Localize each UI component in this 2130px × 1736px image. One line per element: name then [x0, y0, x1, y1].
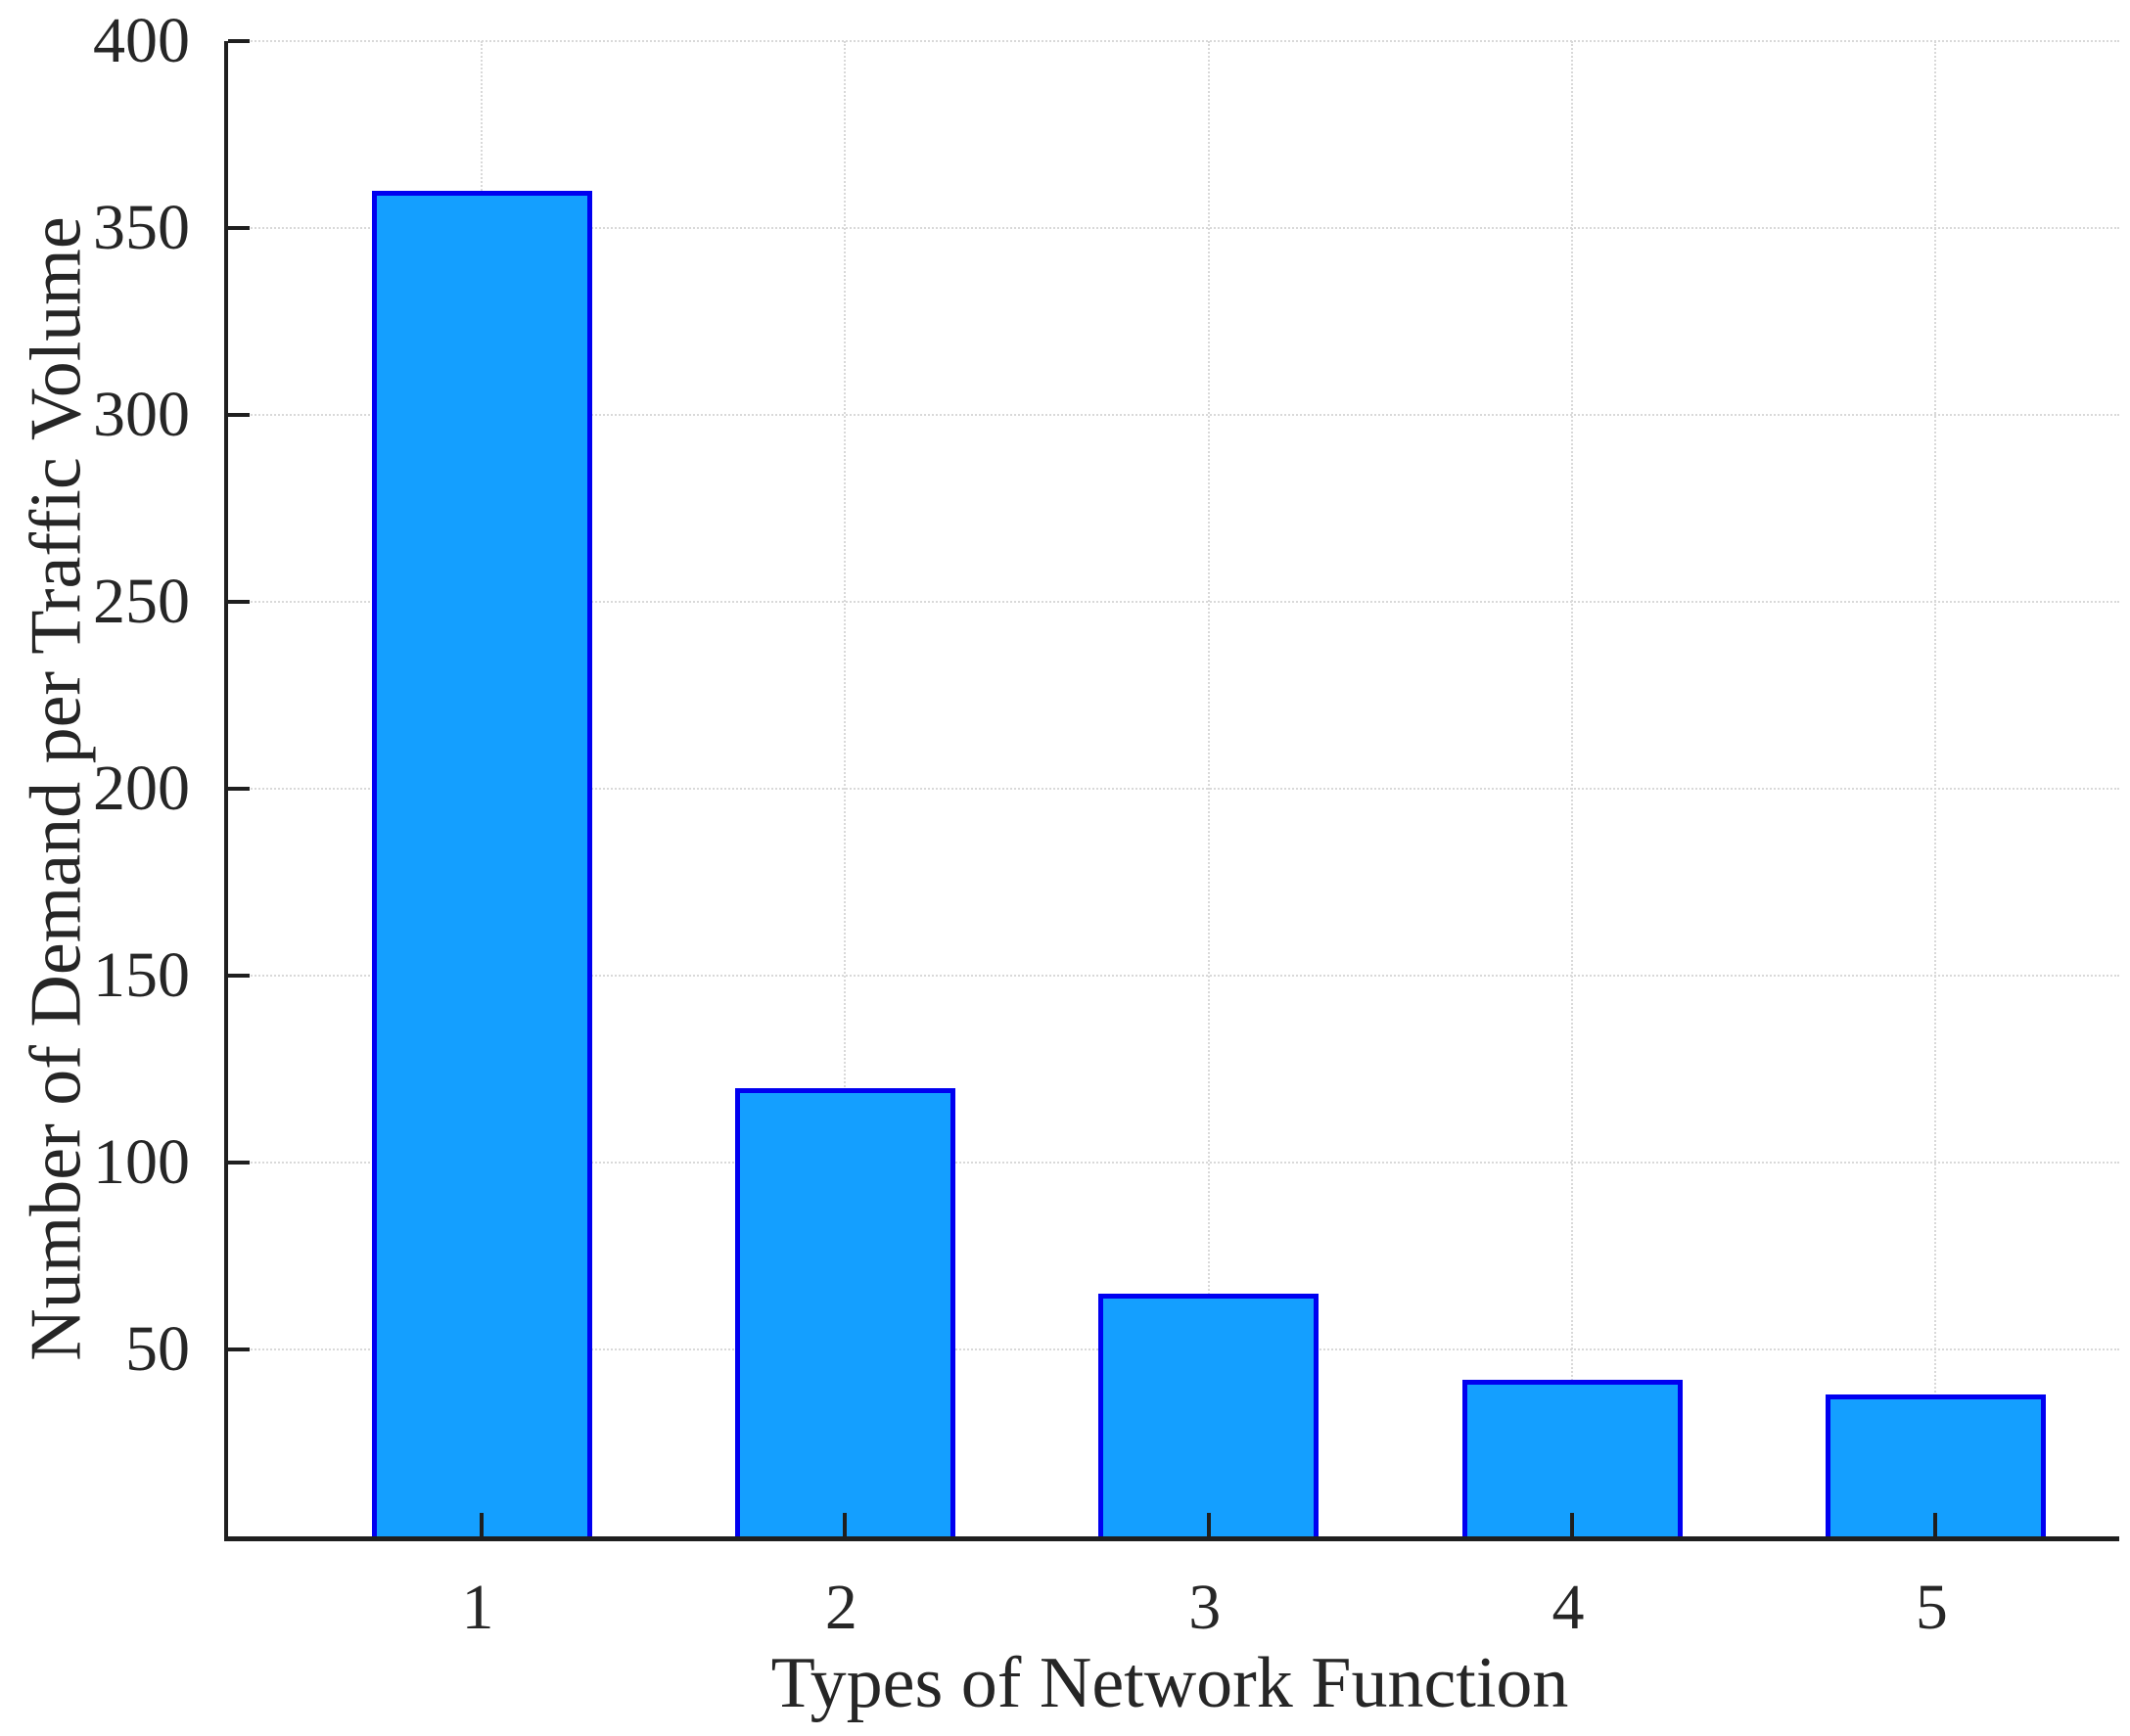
y-tick-mark: [228, 413, 250, 417]
h-gridline: [228, 601, 2119, 603]
y-tick-label: 250: [93, 566, 190, 637]
bar: [1098, 1294, 1320, 1536]
v-gridline: [1571, 41, 1574, 1536]
y-tick-mark: [228, 1161, 250, 1165]
y-tick-label: 150: [93, 939, 190, 1011]
h-gridline: [228, 227, 2119, 229]
y-tick-label: 300: [93, 379, 190, 450]
h-gridline: [228, 788, 2119, 790]
x-tick-label: 2: [824, 1572, 857, 1643]
y-tick-label: 100: [93, 1126, 190, 1198]
v-gridline: [1934, 41, 1937, 1536]
bar: [1825, 1394, 2046, 1536]
x-tick-label: 1: [461, 1572, 494, 1643]
x-tick-label: 3: [1188, 1572, 1222, 1643]
v-gridline: [844, 41, 847, 1536]
y-tick-label: 400: [93, 5, 190, 76]
grid-layer: [228, 40, 2119, 1536]
x-tick-label: 5: [1915, 1572, 1948, 1643]
x-tick-label: 4: [1551, 1572, 1585, 1643]
y-tick-mark: [228, 787, 250, 791]
y-tick-label: 200: [93, 753, 190, 824]
h-gridline: [228, 414, 2119, 416]
y-tick-label: 350: [93, 192, 190, 263]
y-tick-label: 50: [125, 1313, 190, 1385]
bar-layer: [228, 41, 2119, 1536]
x-axis-label: Types of Network Function: [770, 1643, 1569, 1723]
bar: [734, 1088, 955, 1536]
h-gridline: [228, 40, 2119, 42]
x-tick-mark: [1206, 1513, 1211, 1536]
plot-area: [224, 39, 2119, 1541]
y-tick-mark: [228, 600, 250, 604]
x-tick-mark: [1570, 1513, 1575, 1536]
y-tick-mark: [228, 1348, 250, 1351]
v-gridline: [1207, 41, 1210, 1536]
y-tick-mark: [228, 974, 250, 978]
h-gridline: [228, 975, 2119, 977]
bar: [1461, 1380, 1683, 1536]
x-tick-mark: [843, 1513, 848, 1536]
x-tick-mark: [480, 1513, 484, 1536]
tick-layer: [228, 39, 2119, 1536]
y-tick-mark: [228, 226, 250, 230]
h-gridline: [228, 1162, 2119, 1164]
x-tick-mark: [1933, 1513, 1938, 1536]
y-tick-mark: [228, 39, 250, 43]
bar: [371, 191, 592, 1536]
